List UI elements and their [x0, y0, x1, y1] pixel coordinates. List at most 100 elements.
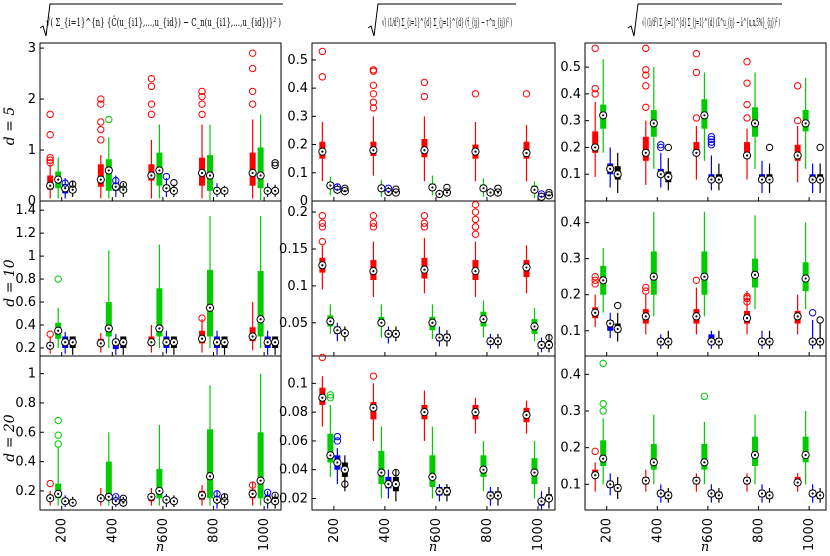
median-dot [482, 187, 485, 190]
outlier-point [46, 330, 54, 338]
median-dot [200, 494, 204, 497]
outlier-point [326, 394, 335, 402]
box-n600-s2 [155, 124, 164, 199]
outlier-point [271, 491, 279, 500]
box-n600-s3 [162, 172, 171, 197]
outlier-point [97, 118, 105, 126]
box-n200-s3 [61, 331, 70, 354]
box-n200-s1 [318, 353, 327, 427]
median-dot [251, 335, 254, 338]
outlier-point [384, 184, 393, 193]
outlier-point [333, 432, 342, 441]
box-n800-s2 [479, 178, 488, 197]
median-dot [380, 187, 383, 190]
median-dot [215, 189, 219, 192]
outlier-point [443, 183, 451, 192]
median-dot [107, 327, 110, 330]
outlier-point [369, 98, 378, 106]
box-n400-s1 [96, 333, 105, 353]
box-n200-s1 [591, 272, 600, 328]
median-dot [533, 471, 536, 474]
box-n400-s2 [104, 115, 113, 199]
box-n200-s3 [61, 495, 70, 508]
box-n200-s1 [46, 479, 55, 506]
median-dot [760, 492, 764, 495]
median-dot [387, 332, 390, 335]
median-dot [482, 317, 485, 321]
row-label-2: d = 10 [2, 259, 18, 307]
box-n400-s1 [641, 283, 650, 335]
y-tick-label: 0.1 [560, 324, 581, 339]
median-dot [745, 154, 749, 157]
box-n400-s1 [369, 212, 378, 297]
outlier-point [743, 58, 751, 66]
box-n1000-s3 [263, 488, 272, 509]
outlier-point [97, 95, 105, 103]
outlier-point [743, 298, 751, 306]
outlier-point [591, 280, 599, 288]
box-n400-s2 [104, 432, 113, 506]
median-dot [768, 340, 771, 343]
median-dot [768, 178, 771, 181]
box-n600-s1 [692, 50, 701, 180]
x-axis-label-3: n [701, 540, 709, 555]
y-tick-label: 0.02 [279, 491, 308, 506]
y-tick-label: 2 [28, 92, 36, 107]
box-n200-s1 [591, 447, 600, 492]
median-dot [321, 150, 324, 153]
box-n800-s2 [205, 215, 215, 348]
outlier-point [46, 131, 54, 139]
box-n800-s3 [486, 333, 495, 349]
panel-frame [311, 355, 556, 511]
outlier-point [112, 493, 120, 501]
median-dot [208, 174, 212, 177]
outlier-point [248, 481, 257, 489]
box-n200-s4 [340, 455, 349, 492]
median-dot [540, 343, 543, 347]
median-dot [760, 340, 764, 343]
outlier-point [743, 100, 751, 109]
box-n800-s4 [765, 143, 774, 193]
y-tick-label: 0.2 [560, 288, 581, 303]
median-dot [329, 320, 332, 323]
median-dot [266, 498, 269, 501]
column-title-1-text: √( Σ_{i=1}^{n} {Ĉ(u_{i1},…,u_{id}) − C_n… [46, 15, 281, 29]
y-tick-label: 1.2 [15, 226, 36, 241]
outlier-point [248, 87, 257, 96]
median-dot [811, 340, 814, 343]
panel-frame [584, 355, 827, 511]
median-dot [394, 482, 397, 486]
median-dot [616, 173, 619, 176]
median-dot [251, 492, 254, 495]
y-tick-label: 0.2 [15, 341, 36, 356]
median-dot [114, 500, 117, 503]
median-dot [99, 178, 102, 181]
median-dot [372, 406, 375, 409]
box-n600-s1 [147, 325, 156, 353]
median-dot [423, 268, 426, 271]
box-n600-s4 [714, 163, 724, 191]
box-n1000-s1 [793, 294, 802, 335]
median-dot [215, 341, 219, 344]
box-body [592, 131, 599, 153]
box-n600-s4 [169, 178, 179, 197]
median-dot [710, 340, 713, 343]
median-dot [525, 413, 528, 417]
median-dot [321, 264, 324, 267]
box-n1000-s2 [530, 308, 539, 342]
box-n600-s3 [435, 484, 444, 502]
median-dot [594, 474, 597, 477]
box-n200-s3 [61, 178, 70, 199]
median-dot [717, 340, 721, 343]
median-dot [49, 184, 52, 187]
outlier-point [248, 49, 257, 57]
box-n600-s4 [714, 488, 724, 503]
box-body [105, 461, 112, 499]
median-dot [753, 453, 757, 457]
outlier-point [743, 292, 751, 301]
outlier-point [793, 116, 802, 125]
median-dot [107, 169, 110, 172]
box-n1000-s1 [522, 400, 531, 434]
box-n400-s4 [119, 180, 128, 197]
median-dot [745, 479, 749, 482]
